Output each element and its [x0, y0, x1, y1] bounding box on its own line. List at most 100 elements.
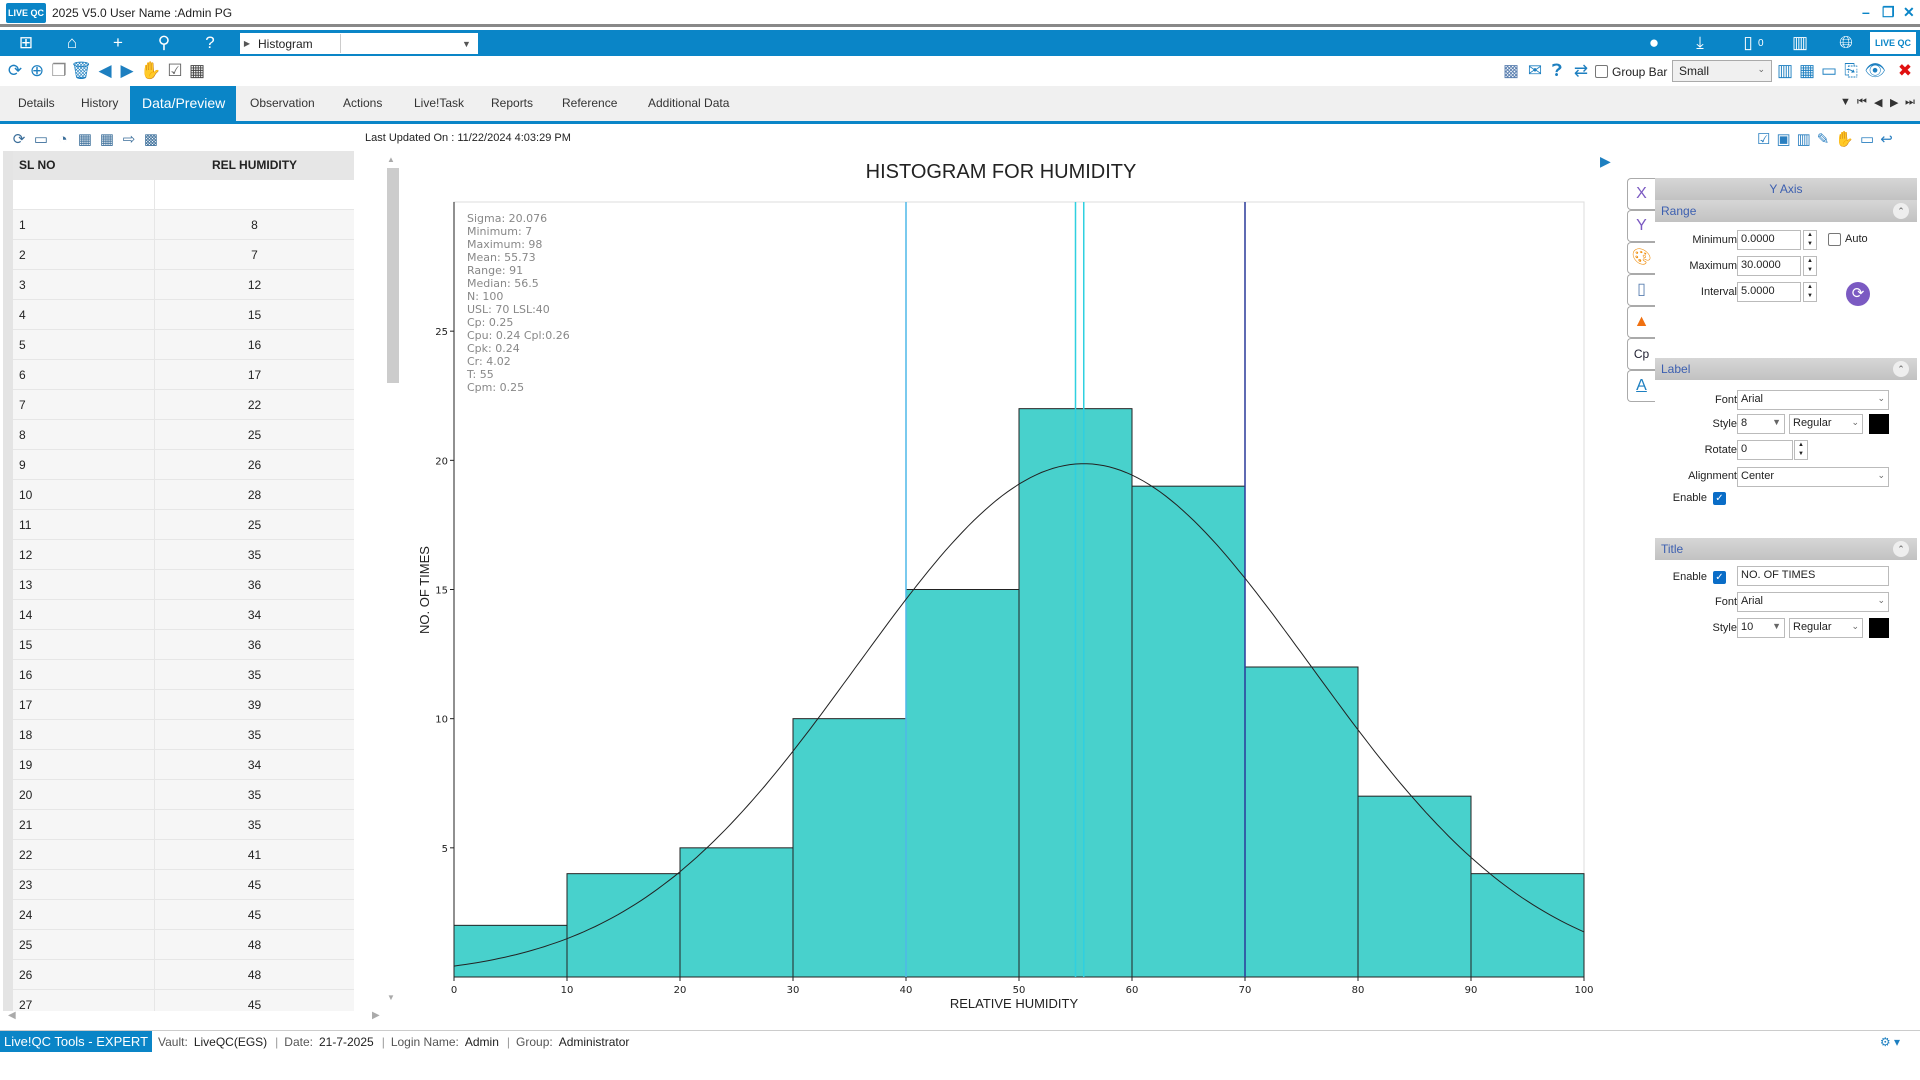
collapse-icon[interactable]: ⌃	[1893, 361, 1909, 377]
table-row[interactable]: 20 35	[13, 780, 354, 810]
layout-columns-icon[interactable]: ▥	[1776, 61, 1794, 80]
table-row[interactable]: 17 39	[13, 690, 354, 720]
sl-no-cell[interactable]: 11	[13, 510, 155, 539]
label-color-swatch[interactable]	[1869, 414, 1889, 434]
tab-details[interactable]: Details	[18, 96, 55, 110]
spec-limits-icon[interactable]: ▲	[1627, 306, 1655, 338]
humidity-cell[interactable]: 16	[247, 337, 262, 352]
table-row[interactable]: 5 16	[13, 330, 354, 360]
sl-no-cell[interactable]: 14	[13, 600, 155, 629]
table-row[interactable]: 6 17	[13, 360, 354, 390]
title-color-swatch[interactable]	[1869, 618, 1889, 638]
close-button[interactable]: ✕	[1903, 4, 1915, 20]
minimum-spinner[interactable]: ▲ ▼	[1803, 230, 1817, 250]
home-icon[interactable]: ⌂	[66, 33, 78, 52]
humidity-cell[interactable]: 15	[247, 307, 262, 322]
expand-panel-icon[interactable]: ▶	[1600, 153, 1611, 169]
export-icon[interactable]: ⎘	[1844, 61, 1858, 80]
qr-icon[interactable]: ▩	[1502, 61, 1520, 80]
humidity-cell[interactable]: 35	[247, 787, 262, 802]
breadcrumb[interactable]: ▶ Histogram ▼	[240, 33, 478, 54]
interval-spinner[interactable]: ▲ ▼	[1803, 282, 1817, 302]
humidity-cell[interactable]: 7	[251, 247, 258, 262]
search-icon[interactable]: ⚲	[157, 33, 171, 52]
title-size-select[interactable]: 10 ▼	[1737, 618, 1785, 638]
tab-overflow-icon[interactable]: ▼	[1840, 96, 1851, 108]
label-style-select[interactable]: Regular ⌄	[1789, 414, 1863, 434]
table-edit-icon[interactable]: ▦	[77, 131, 93, 148]
checkbox-icon[interactable]: ☑	[167, 61, 183, 80]
humidity-cell[interactable]: 22	[247, 397, 262, 412]
text-format-icon[interactable]: A	[1627, 370, 1655, 402]
clipboard-icon[interactable]: ▯	[1743, 33, 1753, 52]
next-tab-icon[interactable]: ▶	[1890, 97, 1899, 109]
sl-no-cell[interactable]: 20	[13, 780, 155, 809]
humidity-cell[interactable]: 34	[247, 607, 262, 622]
panel-icon[interactable]: ▭	[1820, 61, 1838, 80]
add-icon[interactable]: +	[113, 33, 123, 52]
humidity-cell[interactable]: 35	[247, 817, 262, 832]
maximum-spinner[interactable]: ▲ ▼	[1803, 256, 1817, 276]
group-bar-checkbox[interactable]	[1595, 65, 1608, 78]
collapse-icon[interactable]: ⌃	[1893, 203, 1909, 219]
tab-observation[interactable]: Observation	[250, 96, 315, 110]
tab-data-preview[interactable]: Data/Preview	[130, 86, 236, 121]
help-icon[interactable]: ?	[205, 33, 215, 52]
table-row[interactable]: 25 48	[13, 930, 354, 960]
add-circle-icon[interactable]: ⊕	[29, 61, 45, 80]
sl-no-cell[interactable]: 10	[13, 480, 155, 509]
sl-no-cell[interactable]: 9	[13, 450, 155, 479]
rotate-spinner[interactable]: ▲ ▼	[1794, 440, 1808, 460]
rotate-input[interactable]: 0	[1737, 440, 1793, 460]
humidity-cell[interactable]: 36	[247, 637, 262, 652]
download-icon[interactable]: ⤓	[1696, 33, 1704, 52]
maximum-input[interactable]: 30.0000	[1737, 256, 1801, 276]
minimum-input[interactable]: 0.0000	[1737, 230, 1801, 250]
tab-actions[interactable]: Actions	[343, 96, 383, 110]
scroll-left-icon[interactable]: ◀	[8, 1010, 16, 1021]
table-row[interactable]: 21 35	[13, 810, 354, 840]
link-icon[interactable]: ⇄	[1573, 61, 1589, 80]
table-row[interactable]: 27 45	[13, 990, 354, 1011]
previous-icon[interactable]: ◀	[98, 61, 112, 80]
sl-no-cell[interactable]: 26	[13, 960, 155, 989]
table-row[interactable]: 3 12	[13, 270, 354, 300]
humidity-cell[interactable]: 26	[247, 457, 262, 472]
help-circle-icon[interactable]: ❓︎	[1551, 61, 1563, 80]
column-header-sl-no[interactable]: SL NO	[13, 151, 155, 179]
humidity-cell[interactable]: 17	[247, 367, 262, 382]
view-settings-icon[interactable]: 👁︎	[1864, 61, 1886, 80]
title-font-select[interactable]: Arial ⌄	[1737, 592, 1889, 612]
table-icon[interactable]: ▦	[99, 131, 115, 148]
close-x-icon[interactable]: ✖	[1897, 61, 1913, 80]
title-enable-checkbox[interactable]: ✓	[1713, 571, 1726, 584]
breadcrumb-select[interactable]	[340, 34, 462, 53]
sl-no-cell[interactable]: 16	[13, 660, 155, 689]
sl-no-cell[interactable]: 22	[13, 840, 155, 869]
edit-icon[interactable]: ▭	[33, 131, 49, 148]
range-section-header[interactable]: Range ⌃	[1655, 200, 1917, 222]
grid-icon[interactable]: ▦	[1798, 61, 1816, 80]
label-enable-checkbox[interactable]: ✓	[1713, 492, 1726, 505]
next-icon[interactable]: ▶	[120, 61, 134, 80]
table-row[interactable]: 23 45	[13, 870, 354, 900]
sl-no-cell[interactable]: 24	[13, 900, 155, 929]
refresh-icon[interactable]: ⟳	[12, 131, 26, 148]
vertical-scrollbar[interactable]	[387, 168, 399, 383]
sl-no-cell[interactable]: 17	[13, 690, 155, 719]
sl-no-cell[interactable]: 23	[13, 870, 155, 899]
palette-icon[interactable]: 🎨︎	[1627, 242, 1655, 274]
sl-no-cell[interactable]: 3	[13, 270, 155, 299]
table-row[interactable]: 13 36	[13, 570, 354, 600]
sl-no-cell[interactable]: 6	[13, 360, 155, 389]
tab-reference[interactable]: Reference	[562, 96, 618, 110]
sl-no-cell[interactable]: 18	[13, 720, 155, 749]
humidity-cell[interactable]: 36	[247, 577, 262, 592]
sl-no-cell[interactable]: 2	[13, 240, 155, 269]
sl-no-cell[interactable]: 1	[13, 210, 155, 239]
humidity-cell[interactable]: 41	[247, 847, 262, 862]
humidity-cell[interactable]: 12	[247, 277, 262, 292]
sl-no-cell[interactable]: 19	[13, 750, 155, 779]
scroll-up-icon[interactable]: ▲	[387, 155, 395, 164]
